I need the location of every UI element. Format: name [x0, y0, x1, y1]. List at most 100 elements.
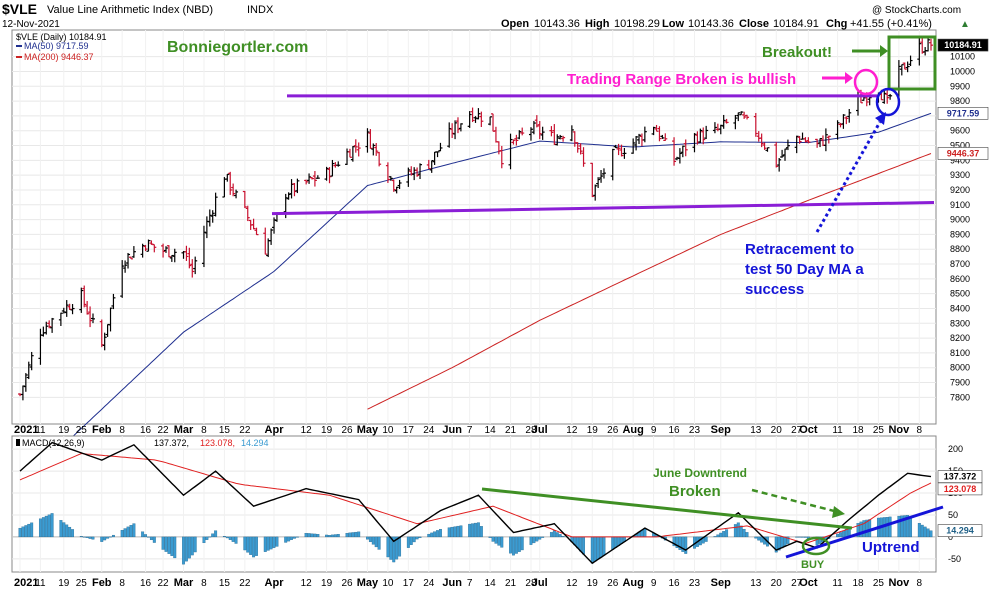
macd-hist-bar [120, 530, 124, 538]
macd-hist-bar [538, 536, 542, 540]
price-tick-label: 9800 [950, 96, 970, 106]
buy-circle [801, 536, 831, 556]
june-downtrend-line [481, 487, 853, 530]
macd-x-tick-label: 18 [852, 578, 864, 589]
macd-hist-bar [885, 517, 889, 538]
macd-hist-bar [436, 530, 439, 538]
price-x-tick-label: 19 [58, 425, 70, 436]
macd-line [19, 441, 932, 565]
ohlc-bar [309, 177, 314, 180]
hist-badge-bg [937, 524, 983, 537]
ohlc-bar [888, 93, 893, 100]
macd-x-tick-label: 12 [301, 578, 313, 589]
macd-x-tick-label: Apr [265, 577, 285, 589]
macd-hist-bar [836, 533, 840, 538]
broken-arrow-head-icon [832, 506, 845, 518]
macd-hist-bar [757, 536, 761, 541]
macd-hist-bar [500, 536, 504, 548]
macd-hist-bar [602, 536, 606, 556]
ohlc-bar [663, 133, 668, 142]
macd-hist-bar [167, 536, 171, 554]
price-tick-label: 8300 [950, 318, 970, 328]
open-value: 10143.36 [534, 18, 580, 30]
macd-hist-bar [415, 536, 419, 540]
chg-value: +41.55 (+0.41%) [850, 18, 932, 30]
ohlc-bar [826, 135, 831, 144]
ohlc-bar [654, 124, 659, 132]
exchange: INDX [247, 4, 274, 16]
macd-hist-bar [725, 529, 729, 538]
macd-hist-bar [214, 530, 218, 538]
ohlc-bar [683, 139, 688, 157]
ohlc-bar [660, 134, 665, 139]
macd-hist-bar [126, 526, 130, 538]
ohlc-bar [377, 151, 382, 167]
macd-hist-bar [109, 536, 112, 538]
ohlc-bar [146, 239, 151, 252]
ohlc-bar [540, 126, 545, 140]
macd-hist-bar [716, 534, 720, 538]
ohlc-bar [590, 162, 595, 198]
price-x-tick-label: Apr [265, 424, 285, 436]
macd-hist-bar [27, 523, 31, 538]
macd-hist-bar [780, 536, 784, 549]
macd-x-tick-label: Feb [92, 577, 112, 589]
macd-hist-bar [529, 536, 533, 545]
ohlc-bar [143, 244, 148, 252]
ohlc-bar [435, 151, 440, 158]
price-tick-label: 9400 [950, 155, 970, 165]
price-x-tick-label: 22 [158, 425, 170, 436]
macd-x-tick-label: 11 [35, 578, 46, 589]
ohlc-bar [514, 134, 519, 146]
ohlc-bar [908, 55, 913, 67]
macd-x-tick-label: 21 [505, 578, 517, 589]
macd-hist-bar [310, 533, 314, 538]
ohlc-bar [517, 130, 522, 140]
ohlc-bar [140, 243, 145, 258]
ohlc-bar [672, 137, 677, 166]
macd-hist-bar [745, 532, 749, 538]
ohlc-bar [698, 128, 703, 143]
ohlc-bar [599, 170, 604, 183]
price-x-tick-label: 24 [423, 425, 435, 436]
macd-hist-bar [222, 535, 226, 538]
ohlc-bar [818, 137, 823, 148]
ohlc-bar [47, 320, 52, 329]
macd-hist-bar [170, 536, 174, 556]
macd-hist-bar [684, 536, 688, 554]
macd-hist-bar [386, 536, 390, 558]
macd-hist-bar [182, 536, 185, 565]
open-label: Open [501, 18, 529, 30]
macd-hist-bar [330, 534, 334, 538]
price-x-tick-label: Oct [799, 424, 818, 436]
macd-hist-bar [18, 527, 22, 538]
price-tick-label: 7800 [950, 392, 970, 402]
macd-hist-bar [418, 536, 422, 539]
retest-arrow-head-icon [875, 112, 886, 125]
signal-badge: 123.078 [944, 484, 977, 494]
macd-hist-bar [249, 536, 253, 555]
macd-hist-bar [202, 536, 206, 544]
price-x-tick-label: 13 [750, 425, 762, 436]
macd-hist-bar [678, 536, 682, 550]
macd-hist-bar [798, 536, 802, 538]
breakout-circle [853, 68, 879, 96]
ohlc-bar [163, 246, 168, 253]
macd-hist-bar [491, 536, 495, 542]
macd-x-tick-label: May [357, 577, 379, 589]
macd-hist-bar [398, 536, 402, 557]
price-x-tick-label: 11 [35, 425, 46, 436]
macd-hist-bar [859, 521, 863, 538]
ma50-line [19, 112, 932, 487]
ohlc-bar [161, 243, 166, 258]
ohlc-bar [806, 137, 811, 144]
macd-hist-bar [675, 536, 679, 548]
ohlc-bar [64, 300, 69, 317]
ohlc-bar [438, 142, 443, 152]
price-panel-frame [11, 29, 937, 425]
ohlc-bar [88, 306, 93, 328]
legend-macd-value: 137.372, [154, 438, 189, 448]
ohlc-bar [152, 244, 157, 253]
price-tick-label: 8100 [950, 348, 970, 358]
